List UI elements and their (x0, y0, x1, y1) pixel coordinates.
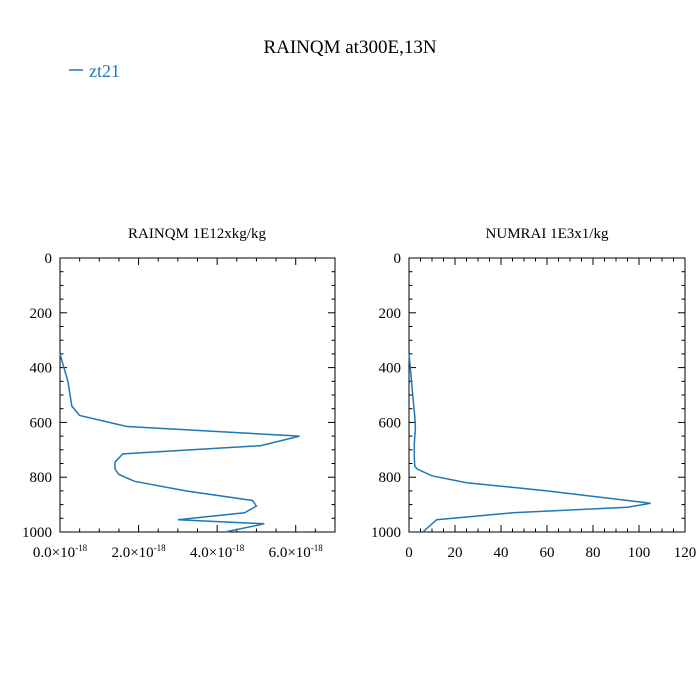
panel-numrai: NUMRAI 1E3x1/kg 0 200 400 600 800 1000 0 20 40 6… (371, 226, 696, 561)
x-tick-label: 20 (448, 545, 463, 561)
y-tick-label: 1000 (371, 525, 401, 541)
x-tick-label: 60 (540, 545, 555, 561)
x-tick-label: 6.0×10-18 (269, 543, 324, 561)
y-tick-label: 600 (30, 415, 53, 431)
x-tick-label: 80 (586, 545, 601, 561)
y-tick-labels-numrai: 0 200 400 600 800 1000 (371, 251, 401, 541)
y-tick-label: 0 (394, 251, 402, 267)
y-tick-label: 800 (379, 470, 402, 486)
y-tick-label: 0 (45, 251, 53, 267)
y-tick-label: 400 (30, 361, 53, 377)
x-tick-label: 100 (628, 545, 651, 561)
x-tick-label: 120 (674, 545, 697, 561)
ticks-numrai (408, 257, 686, 533)
series-line-zt21-numrai (408, 353, 651, 533)
y-tick-label: 200 (30, 306, 53, 322)
legend: zt21 (69, 61, 120, 81)
x-tick-label: 0 (405, 545, 413, 561)
x-tick-labels-rainqm: 0.0×10-18 2.0×10-18 4.0×10-18 6.0×10-18 (33, 543, 323, 561)
plot-frame-rainqm (59, 257, 336, 533)
y-tick-label: 200 (379, 306, 402, 322)
series-line-zt21-rainqm (59, 353, 300, 533)
panel-title-rainqm: RAINQM 1E12xkg/kg (128, 226, 266, 242)
y-tick-labels-rainqm: 0 200 400 600 800 1000 (22, 251, 52, 541)
x-tick-label: 40 (494, 545, 509, 561)
x-tick-label: 2.0×10-18 (111, 543, 166, 561)
x-tick-label: 0.0×10-18 (33, 543, 88, 561)
legend-label-zt21: zt21 (89, 61, 120, 81)
y-tick-label: 600 (379, 415, 402, 431)
figure-title: RAINQM at300E,13N (263, 37, 436, 58)
x-tick-labels-numrai: 0 20 40 60 80 100 120 (405, 545, 696, 561)
panel-title-numrai: NUMRAI 1E3x1/kg (486, 226, 609, 242)
x-tick-label: 4.0×10-18 (190, 543, 245, 561)
y-tick-label: 1000 (22, 525, 52, 541)
panel-rainqm: RAINQM 1E12xkg/kg 0 200 400 600 800 1000 0.0×… (22, 226, 336, 561)
y-tick-label: 800 (30, 470, 53, 486)
ticks-rainqm (59, 257, 336, 533)
y-tick-label: 400 (379, 361, 402, 377)
